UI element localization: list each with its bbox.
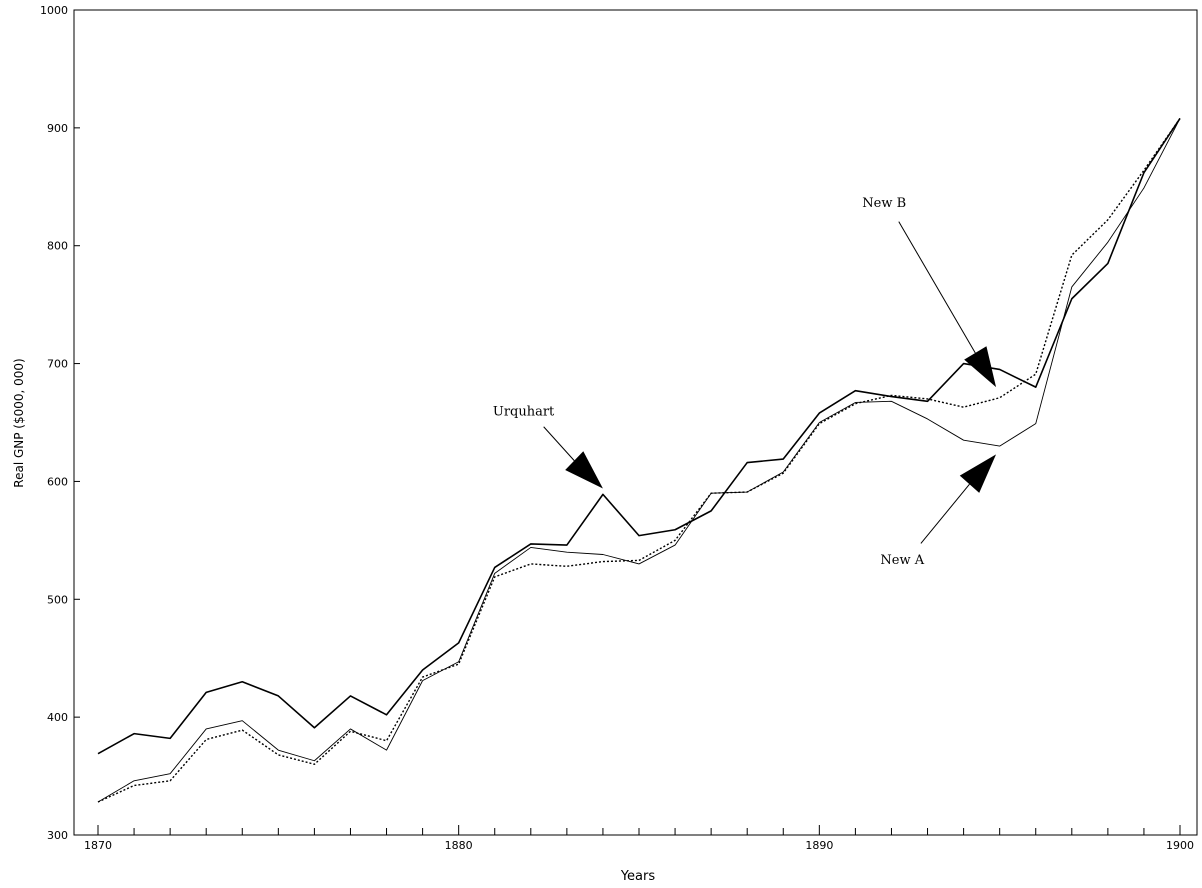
x-tick-label: 1870 — [84, 839, 112, 852]
annotation-arrow-shaft — [543, 426, 575, 461]
x-tick-label: 1900 — [1166, 839, 1194, 852]
annotation-label: New A — [880, 553, 924, 568]
annotation-arrow-head — [959, 454, 997, 493]
annotation-arrow-head — [964, 346, 997, 388]
x-axis-label: Years — [620, 869, 656, 884]
y-axis-label: Real GNP ($000, 000) — [12, 358, 26, 487]
annotation-arrow-shaft — [920, 483, 970, 544]
y-tick-label: 500 — [47, 593, 68, 606]
series-line-new-b — [97, 118, 1181, 803]
series-layer — [97, 117, 1181, 803]
x-tick-label: 1890 — [805, 839, 833, 852]
x-axis: 1870 1880 1890 1900 — [84, 825, 1194, 852]
plot-frame — [73, 9, 1198, 836]
y-tick-label: 300 — [47, 829, 68, 842]
series-line-new-a — [97, 118, 1181, 803]
y-tick-label: 1000 — [40, 4, 68, 17]
annotation-arrow-shaft — [898, 221, 976, 354]
y-tick-label: 900 — [47, 122, 68, 135]
annotation-arrow-head — [565, 451, 603, 489]
y-axis: 300 400 500 600 700 800 900 1000 — [40, 4, 80, 842]
y-tick-label: 600 — [47, 475, 68, 488]
annotation-label: Urquhart — [493, 404, 555, 419]
annotation-label: New B — [862, 196, 906, 211]
x-tick-label: 1880 — [445, 839, 473, 852]
y-tick-label: 700 — [47, 358, 68, 371]
y-tick-label: 400 — [47, 711, 68, 724]
annotation-layer: Urquhart New B New A — [493, 196, 997, 568]
series-line-urquhart — [97, 117, 1181, 755]
y-tick-label: 800 — [47, 240, 68, 253]
